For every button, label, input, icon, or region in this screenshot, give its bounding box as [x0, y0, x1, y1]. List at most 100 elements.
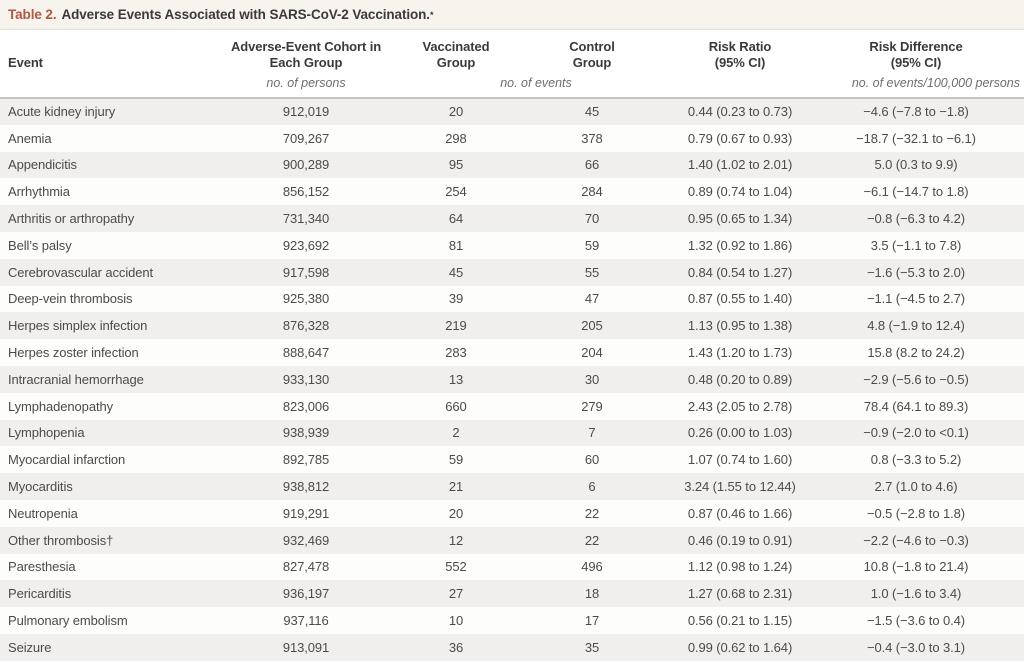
- control-events-cell: 204: [581, 345, 603, 361]
- vaccinated-events-cell: 552: [445, 559, 467, 575]
- control-events-cell: 279: [581, 398, 603, 414]
- control-events-cell: 22: [584, 532, 600, 548]
- event-cell: Intracranial hemorrhage: [8, 371, 144, 387]
- risk-difference-cell: 4.8 (−1.9 to 12.4): [867, 318, 965, 334]
- cohort-size-cell: 932,469: [282, 532, 330, 548]
- risk-difference-cell: 3.5 (−1.1 to 7.8): [870, 237, 962, 253]
- control-events-cell: 70: [584, 211, 600, 227]
- cohort-size-cell: 913,091: [282, 639, 330, 655]
- event-cell: Deep-vein thrombosis: [8, 291, 133, 307]
- table-row: Intracranial hemorrhage 933,130 13 30 0.…: [0, 365, 1024, 393]
- cohort-size-cell: 925,380: [282, 291, 330, 307]
- vaccinated-events-cell: 27: [448, 586, 464, 602]
- risk-difference-cell: 5.0 (0.3 to 9.9): [874, 157, 958, 173]
- risk-ratio-cell: 2.43 (2.05 to 2.78): [687, 398, 793, 414]
- control-events-cell: 6: [588, 479, 596, 495]
- column-header-row: Event Adverse-Event Cohort in Each Group…: [0, 30, 1024, 72]
- risk-ratio-cell: 1.32 (0.92 to 1.86): [687, 237, 793, 253]
- control-events-cell: 18: [584, 586, 600, 602]
- event-cell: Pericarditis: [8, 586, 72, 602]
- risk-difference-cell: −0.8 (−6.3 to 4.2): [867, 211, 965, 227]
- cohort-size-cell: 923,692: [282, 237, 330, 253]
- table-header: Event Adverse-Event Cohort in Each Group…: [0, 30, 1024, 99]
- table-row: Neutropenia 919,291 20 22 0.87 (0.46 to …: [0, 499, 1024, 527]
- risk-ratio-cell: 0.84 (0.54 to 1.27): [687, 264, 793, 280]
- vaccinated-events-cell: 283: [445, 345, 467, 361]
- subheader-events-per-100000: no. of events/100,000 persons: [808, 72, 1024, 99]
- risk-ratio-cell: 0.26 (0.00 to 1.03): [687, 425, 793, 441]
- risk-ratio-cell: 0.46 (0.19 to 0.91): [687, 532, 793, 548]
- subheader-spacer: [0, 72, 212, 99]
- risk-ratio-cell: 3.24 (1.55 to 12.44): [684, 479, 796, 495]
- risk-difference-cell: 10.8 (−1.8 to 21.4): [863, 559, 969, 575]
- cohort-size-cell: 888,647: [282, 345, 330, 361]
- table-row: Myocarditis 938,812 21 6 3.24 (1.55 to 1…: [0, 473, 1024, 500]
- risk-difference-cell: −1.6 (−5.3 to 2.0): [867, 264, 965, 280]
- cohort-size-cell: 827,478: [282, 559, 330, 575]
- risk-difference-cell: −4.6 (−7.8 to −1.8): [863, 104, 969, 120]
- cohort-size-cell: 876,328: [282, 318, 330, 334]
- event-cell: Myocardial infarction: [8, 452, 126, 468]
- control-events-cell: 66: [584, 157, 600, 173]
- event-cell: Myocarditis: [8, 479, 73, 495]
- risk-ratio-cell: 1.07 (0.74 to 1.60): [687, 452, 793, 468]
- col-header-vaccinated: Vaccinated Group: [422, 39, 490, 71]
- control-events-cell: 205: [581, 318, 603, 334]
- col-header-event: Event: [8, 55, 43, 71]
- risk-difference-cell: −2.2 (−4.6 to −0.3): [863, 532, 969, 548]
- cohort-size-cell: 937,116: [283, 613, 329, 629]
- table-row: Lymphopenia 938,939 2 7 0.26 (0.00 to 1.…: [0, 419, 1024, 447]
- vaccinated-events-cell: 81: [448, 237, 464, 253]
- risk-difference-cell: 15.8 (8.2 to 24.2): [867, 345, 965, 361]
- risk-ratio-cell: 0.89 (0.74 to 1.04): [687, 184, 793, 200]
- risk-ratio-cell: 0.48 (0.20 to 0.89): [687, 371, 793, 387]
- table-body: Acute kidney injury 912,019 20 45 0.44 (…: [0, 98, 1024, 661]
- vaccinated-events-cell: 95: [448, 157, 464, 173]
- col-header-risk-difference: Risk Difference (95% CI): [869, 39, 963, 71]
- risk-ratio-cell: 1.27 (0.68 to 2.31): [687, 586, 793, 602]
- table-title-bar: Table 2. Adverse Events Associated with S…: [0, 0, 1024, 30]
- vaccinated-events-cell: 39: [448, 291, 464, 307]
- cohort-size-cell: 900,289: [282, 157, 330, 173]
- risk-difference-cell: 78.4 (64.1 to 89.3): [863, 398, 969, 414]
- control-events-cell: 59: [584, 237, 600, 253]
- event-cell: Paresthesia: [8, 559, 76, 575]
- risk-difference-cell: −0.4 (−3.0 to 3.1): [867, 639, 965, 655]
- risk-difference-cell: −2.9 (−5.6 to −0.5): [863, 371, 969, 387]
- control-events-cell: 7: [588, 425, 596, 441]
- table-row: Arrhythmia 856,152 254 284 0.89 (0.74 to…: [0, 178, 1024, 206]
- control-events-cell: 284: [581, 184, 603, 200]
- control-events-cell: 45: [584, 104, 600, 120]
- cohort-size-cell: 823,006: [282, 398, 330, 414]
- cohort-size-cell: 892,785: [282, 452, 330, 468]
- cohort-size-cell: 933,130: [282, 371, 330, 387]
- risk-ratio-cell: 0.95 (0.65 to 1.34): [687, 211, 793, 227]
- control-events-cell: 17: [584, 613, 600, 629]
- table-row: Herpes zoster infection 888,647 283 204 …: [0, 339, 1024, 366]
- risk-difference-cell: 1.0 (−1.6 to 3.4): [870, 586, 962, 602]
- risk-difference-cell: 2.7 (1.0 to 4.6): [874, 479, 958, 495]
- control-events-cell: 35: [584, 639, 600, 655]
- subheader-no-of-persons: no. of persons: [212, 72, 400, 99]
- vaccinated-events-cell: 36: [448, 639, 464, 655]
- table-row: Seizure 913,091 36 35 0.99 (0.62 to 1.64…: [0, 633, 1024, 661]
- vaccinated-events-cell: 298: [445, 130, 467, 146]
- vaccinated-events-cell: 20: [448, 505, 464, 521]
- control-events-cell: 496: [581, 559, 603, 575]
- risk-ratio-cell: 0.87 (0.55 to 1.40): [687, 291, 793, 307]
- event-cell: Herpes zoster infection: [8, 345, 139, 361]
- table-row: Bell’s palsy 923,692 81 59 1.32 (0.92 to…: [0, 231, 1024, 259]
- event-cell: Neutropenia: [8, 505, 78, 521]
- cohort-size-cell: 919,291: [282, 505, 330, 521]
- vaccinated-events-cell: 13: [448, 371, 464, 387]
- event-cell: Acute kidney injury: [8, 104, 116, 120]
- risk-ratio-cell: 0.79 (0.67 to 0.93): [687, 130, 793, 146]
- vaccinated-events-cell: 219: [445, 318, 467, 334]
- risk-ratio-cell: 0.56 (0.21 to 1.15): [687, 613, 793, 629]
- event-cell: Cerebrovascular accident: [8, 264, 154, 280]
- vaccinated-events-cell: 64: [448, 211, 464, 227]
- risk-ratio-cell: 1.43 (1.20 to 1.73): [687, 345, 793, 361]
- risk-difference-cell: −1.5 (−3.6 to 0.4): [867, 613, 965, 629]
- control-events-cell: 60: [584, 452, 600, 468]
- control-events-cell: 30: [584, 371, 600, 387]
